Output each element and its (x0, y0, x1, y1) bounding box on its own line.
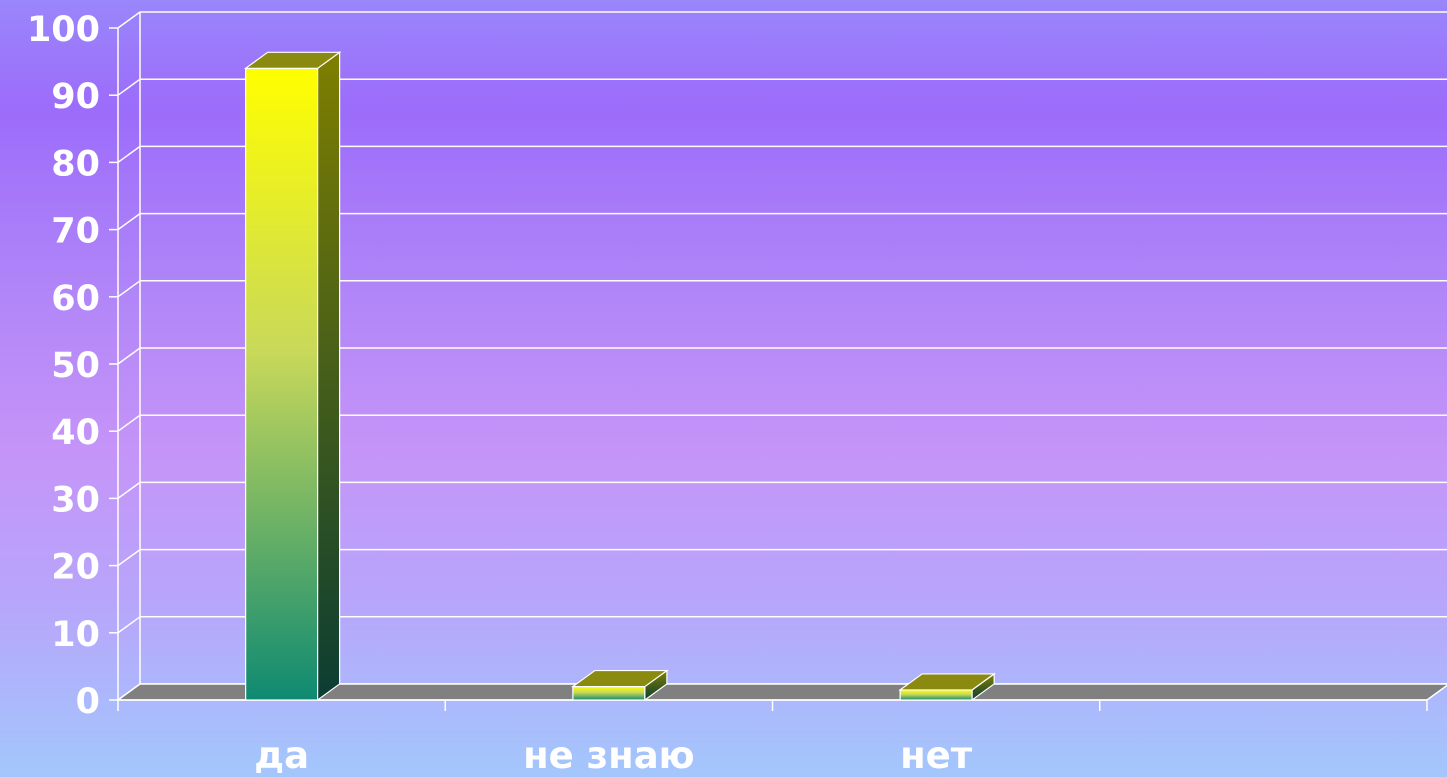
y-tick-label: 50 (51, 346, 100, 386)
bar-3 (898, 672, 996, 702)
wall-gridline (117, 11, 141, 29)
bar-front (572, 685, 646, 701)
x-category-label: да (254, 734, 309, 777)
bar-top (571, 669, 669, 688)
plot-area (109, 11, 1447, 701)
bar-front (245, 67, 319, 701)
bar-front (899, 689, 973, 701)
y-tick-label: 100 (27, 10, 100, 50)
wall-gridline (117, 616, 141, 634)
bar-side (317, 51, 341, 702)
chart-floor (115, 683, 1447, 711)
bar-top (898, 673, 996, 691)
bar-top (243, 51, 342, 69)
bars (243, 51, 996, 702)
y-tick-label: 70 (51, 212, 100, 252)
y-tick-label: 60 (51, 279, 100, 319)
wall-gridline (117, 481, 141, 500)
wall-gridline (117, 414, 141, 432)
bar-2 (571, 669, 669, 702)
wall-gridline (117, 212, 141, 231)
wall-gridline (117, 145, 141, 164)
x-category-label: нет (900, 734, 973, 777)
wall-gridline (117, 548, 141, 567)
y-tick-label: 80 (51, 144, 100, 184)
y-tick-label: 30 (51, 480, 100, 520)
y-tick-label: 40 (51, 413, 100, 453)
axis-labels: 0 10 20 30 40 50 60 70 80 90 100 да не знаю нет (27, 10, 973, 777)
wall-gridline (117, 78, 141, 96)
bar-1 (243, 51, 342, 702)
y-tick-label: 10 (51, 615, 100, 655)
wall-gridline (117, 280, 141, 298)
x-category-label: не знаю (523, 734, 695, 777)
wall-gridline (117, 347, 141, 365)
y-tick-label: 0 (76, 682, 100, 722)
y-tick-label: 20 (51, 548, 100, 588)
y-tick-label: 90 (51, 77, 100, 117)
